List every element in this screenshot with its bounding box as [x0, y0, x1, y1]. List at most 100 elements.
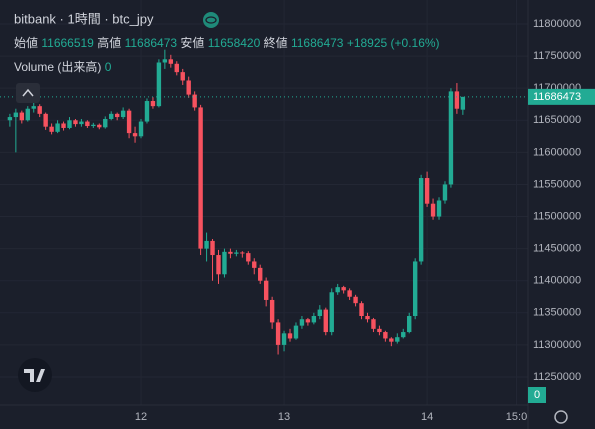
y-tick-label: 11750000 — [533, 50, 581, 62]
y-tick-label: 11450000 — [533, 243, 581, 255]
candle-body — [460, 96, 466, 110]
candle-body — [359, 303, 364, 317]
candle-body — [25, 108, 30, 121]
y-tick-label: 11400000 — [533, 275, 581, 287]
candle-body — [204, 240, 209, 249]
collapse-button[interactable] — [16, 83, 40, 103]
candle-body — [150, 101, 156, 107]
y-tick-label: 11600000 — [533, 146, 581, 158]
candle-body — [120, 110, 126, 118]
candle-body — [442, 184, 448, 201]
candle-body — [138, 121, 144, 137]
candle-body — [132, 133, 138, 137]
candle-body — [109, 113, 114, 119]
visibility-icon[interactable] — [203, 12, 219, 28]
candle-body — [252, 261, 257, 268]
candle-body — [192, 94, 197, 108]
candle-body — [430, 203, 436, 217]
candle-body — [49, 126, 54, 132]
candle-body — [168, 59, 174, 64]
candle-body — [371, 319, 376, 329]
candle-body — [61, 123, 66, 128]
candle-body — [246, 253, 251, 262]
candle-body — [287, 333, 293, 339]
candle-body — [389, 338, 394, 342]
candle-body — [43, 113, 48, 127]
candle-body — [258, 267, 263, 281]
candle-body — [401, 332, 406, 338]
volume-axis-label: 0 — [534, 389, 540, 401]
candle-body — [263, 280, 269, 300]
candle-body — [353, 296, 358, 304]
volume-legend: Volume (出来高) 0 — [14, 59, 112, 74]
candle-body — [377, 328, 382, 333]
eye-icon — [205, 16, 217, 24]
candle-body — [335, 287, 340, 293]
candle-body — [281, 333, 287, 345]
candle-body — [91, 124, 96, 127]
candle-body — [293, 325, 299, 339]
y-tick-label: 11500000 — [533, 210, 581, 222]
y-tick-label: 11550000 — [533, 178, 581, 190]
candle-body — [412, 261, 418, 317]
candle-body — [156, 62, 162, 107]
candle-body — [126, 110, 132, 134]
x-tick-label: 12 — [135, 411, 147, 423]
candle-body — [67, 120, 72, 128]
candle-body — [222, 251, 227, 275]
candle-body — [454, 91, 460, 109]
candle-body — [365, 316, 370, 320]
candle-body — [31, 106, 36, 109]
candle-body — [13, 112, 19, 118]
candle-body — [37, 106, 42, 114]
candle-body — [407, 316, 412, 333]
settings-icon[interactable] — [554, 410, 568, 424]
candle-body — [79, 121, 84, 125]
x-tick-label: 14 — [421, 411, 433, 423]
x-tick-label: 15:0 — [506, 411, 527, 423]
tv-logo-mark — [24, 369, 45, 382]
y-tick-label: 11800000 — [533, 18, 581, 30]
candle-body — [275, 322, 281, 345]
candle-body — [7, 117, 13, 121]
candle-body — [103, 118, 108, 128]
candle-body — [114, 113, 120, 118]
candle-body — [424, 178, 430, 204]
candle-body — [448, 91, 454, 185]
chart-title: bitbank · 1時間 · btc_jpy — [14, 11, 154, 26]
candle-body — [97, 124, 102, 128]
candle-body — [73, 120, 78, 125]
tv-logo[interactable] — [18, 358, 52, 392]
candle-body — [269, 299, 275, 323]
candle-body — [418, 178, 424, 262]
candle-body — [317, 309, 323, 317]
volume-price-box — [528, 387, 546, 403]
ohlc-legend: 始値 11666519 高値 11686473 安値 11658420 終値 1… — [14, 35, 440, 50]
candle-body — [180, 72, 185, 81]
y-tick-label: 11250000 — [533, 371, 581, 383]
candle-body — [186, 80, 191, 95]
y-tick-label: 11650000 — [533, 114, 581, 126]
last-price-box — [528, 88, 595, 105]
candle-body — [436, 200, 442, 217]
candle-body — [323, 309, 328, 333]
candle-body — [174, 63, 179, 73]
y-tick-label: 11350000 — [533, 307, 581, 319]
candle-body — [347, 290, 352, 297]
x-tick-label: 13 — [278, 411, 290, 423]
candle-body — [329, 292, 334, 333]
candle-body — [234, 252, 239, 254]
candle-body — [144, 101, 150, 122]
candle-body — [305, 319, 311, 323]
y-tick-label: 11300000 — [533, 339, 581, 351]
chevron-icon — [22, 88, 34, 97]
plot-area — [0, 49, 528, 355]
candle-body — [299, 319, 305, 326]
candle-body — [341, 287, 346, 291]
candle-body — [85, 121, 90, 127]
candle-body — [19, 112, 25, 121]
candle-body — [383, 332, 388, 339]
candle-body — [228, 251, 233, 254]
